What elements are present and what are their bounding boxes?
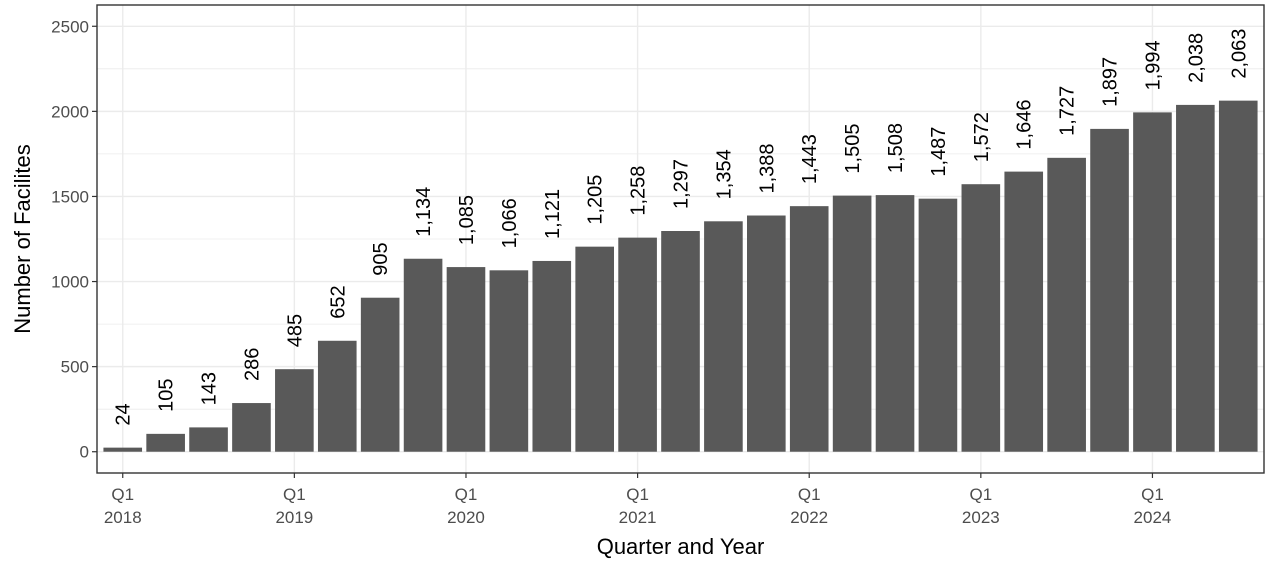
bar-value-label: 1,354 xyxy=(713,149,735,199)
x-tick-year: 2019 xyxy=(275,508,313,527)
x-tick-year: 2018 xyxy=(104,508,142,527)
bar-q3-2021 xyxy=(704,221,743,452)
bar-q1-2019 xyxy=(275,369,314,452)
x-axis: Q1 2018 Q1 2019 Q1 2020 Q1 2021 Q1 2022 Q1 2023 Q1 20… xyxy=(104,473,1172,527)
y-tick-label: 500 xyxy=(61,358,89,377)
bar-value-label: 1,258 xyxy=(628,166,650,216)
y-axis-title: Number of Facilites xyxy=(10,144,35,334)
bar-q1-2021 xyxy=(618,237,657,452)
bar-value-label: 1,487 xyxy=(928,127,950,177)
bar-value-label: 1,443 xyxy=(799,134,821,184)
bar-value-label: 905 xyxy=(370,242,392,275)
bar-q2-2022 xyxy=(832,195,872,452)
x-tick-quarter: Q1 xyxy=(111,485,134,504)
bar-q4-2021 xyxy=(747,215,786,452)
bar-q1-2023 xyxy=(961,184,1001,452)
bar-value-label: 1,897 xyxy=(1100,57,1122,107)
bar-q1-2022 xyxy=(789,206,829,452)
bar-value-label: 1,085 xyxy=(456,195,478,245)
x-tick-quarter: Q1 xyxy=(283,485,306,504)
bar-q3-2019 xyxy=(360,297,400,452)
bar-value-label: 1,572 xyxy=(971,112,993,162)
y-tick-label: 1000 xyxy=(51,273,89,292)
bar-q4-2020 xyxy=(575,246,614,452)
y-tick-label: 2000 xyxy=(51,102,89,121)
y-tick-label: 0 xyxy=(80,443,89,462)
bar-value-label: 1,134 xyxy=(413,187,435,237)
bar-q2-2019 xyxy=(317,340,357,452)
bar-q2-2023 xyxy=(1004,171,1044,452)
bar-value-label: 1,205 xyxy=(585,175,607,225)
bar-q2-2024 xyxy=(1176,104,1215,452)
bar-q2-2020 xyxy=(489,270,529,452)
y-tick-label: 2500 xyxy=(51,17,89,36)
bar-value-label: 1,727 xyxy=(1057,86,1079,136)
bar-q4-2019 xyxy=(403,258,443,452)
y-axis: 0 500 1000 1500 2000 2500 xyxy=(51,17,97,462)
bar-q1-2018 xyxy=(103,447,143,452)
x-tick-year: 2020 xyxy=(447,508,485,527)
bar-q3-2020 xyxy=(532,260,572,452)
x-tick-quarter: Q1 xyxy=(969,485,992,504)
bar-q4-2018 xyxy=(232,403,271,452)
bar-value-label: 105 xyxy=(156,378,178,411)
bar-q3-2023 xyxy=(1047,157,1086,452)
x-tick-quarter: Q1 xyxy=(626,485,649,504)
bar-value-label: 2,063 xyxy=(1228,29,1250,79)
x-tick-year: 2023 xyxy=(962,508,1000,527)
bar-value-label: 286 xyxy=(241,348,263,381)
bar-value-label: 1,508 xyxy=(885,123,907,173)
bar-q1-2024 xyxy=(1133,112,1172,452)
x-tick-year: 2021 xyxy=(619,508,657,527)
bar-q3-2022 xyxy=(875,195,915,452)
panel-border xyxy=(96,4,1265,474)
bar-q4-2022 xyxy=(918,198,958,452)
bar-q4-2023 xyxy=(1090,128,1129,452)
x-tick-quarter: Q1 xyxy=(455,485,478,504)
bar-value-label: 652 xyxy=(327,285,349,318)
x-axis-title: Quarter and Year xyxy=(597,534,765,559)
bar-value-label: 143 xyxy=(199,372,221,405)
x-tick-year: 2022 xyxy=(790,508,828,527)
bar-value-label: 1,121 xyxy=(542,189,564,239)
bar-value-label: 2,038 xyxy=(1185,33,1207,83)
bar-q2-2018 xyxy=(146,433,185,452)
bar-value-label: 1,646 xyxy=(1014,100,1036,150)
bar-value-label: 24 xyxy=(113,403,135,425)
bar-q3-2018 xyxy=(189,427,228,452)
bar-value-label: 1,994 xyxy=(1142,40,1164,90)
bar-q2-2021 xyxy=(661,231,700,452)
y-tick-label: 1500 xyxy=(51,187,89,206)
bar-value-label: 1,297 xyxy=(671,159,693,209)
bar-value-label: 1,066 xyxy=(499,198,521,248)
bar-q3-2024 xyxy=(1218,100,1258,452)
bar-value-label: 485 xyxy=(284,314,306,347)
bar-value-label: 1,388 xyxy=(756,143,778,193)
x-tick-quarter: Q1 xyxy=(798,485,821,504)
x-tick-quarter: Q1 xyxy=(1141,485,1164,504)
x-tick-year: 2024 xyxy=(1134,508,1172,527)
bar-labels-layer: 24 105 143 286 485 652 905 1,134 1,085 1,066 1,121… xyxy=(113,29,1251,426)
bar-value-label: 1,505 xyxy=(842,124,864,174)
bars-layer xyxy=(103,100,1258,452)
bar-q1-2020 xyxy=(446,267,486,452)
